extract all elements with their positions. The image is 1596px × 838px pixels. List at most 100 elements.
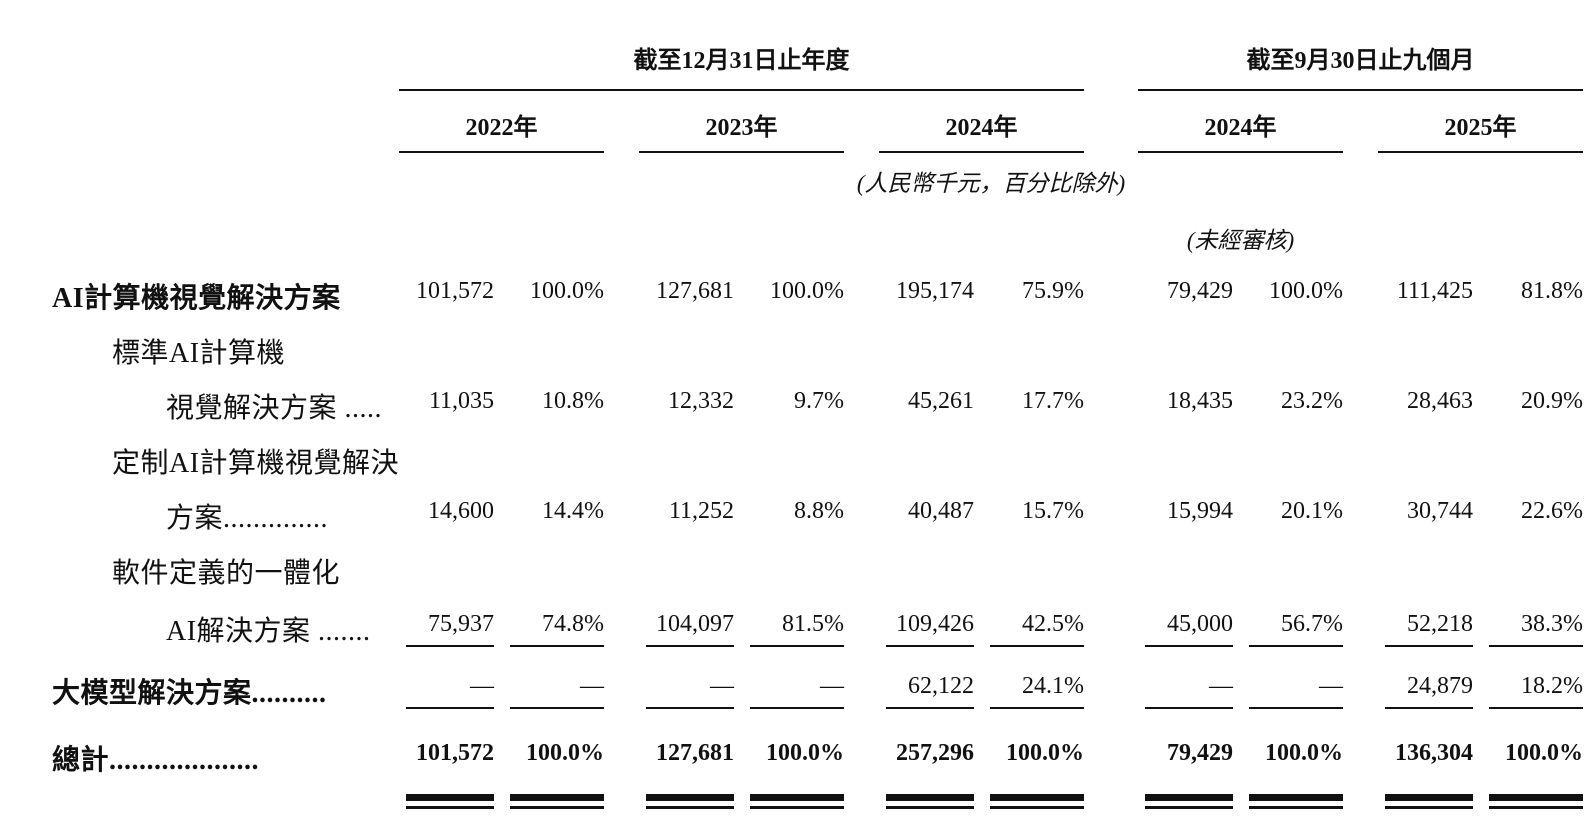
table-row-total: 總計.................... 101,572 100.0% 12… — [48, 722, 1583, 794]
year-header-2022: 2022年 — [399, 90, 605, 153]
cell-9m2024-pct: 20.1% — [1281, 497, 1344, 524]
table-row-custom-ai-cv-values: 方案.............. 14,600 14.4% 11,252 8.8… — [48, 488, 1583, 543]
cell-9m2024-pct: — — [1233, 660, 1344, 722]
table-row-standard-ai-cv-label: 標準AI計算機 — [48, 323, 1583, 378]
cell-9m2024-pct: 100.0% — [1269, 277, 1344, 304]
cell-2023-amount: — — [639, 660, 735, 722]
double-rule — [734, 794, 845, 822]
double-rule — [879, 794, 975, 822]
cell-2024-pct: 42.5% — [974, 598, 1085, 660]
cell-2022-pct: 74.8% — [494, 598, 605, 660]
cell-9m2024-amount: — — [1138, 660, 1234, 722]
total-double-rule-row — [48, 794, 1584, 822]
unit-note-row: (人民幣千元，百分比除外) — [48, 152, 1583, 208]
unaudited-note: (未經審核) — [1186, 228, 1295, 253]
cell-9m2024-pct: 23.2% — [1281, 387, 1344, 414]
cell-2023-pct: 81.5% — [734, 598, 845, 660]
cell-2024-amount: 109,426 — [879, 598, 975, 660]
cell-2024-pct: 17.7% — [1022, 387, 1085, 414]
double-rule — [1233, 794, 1344, 822]
cell-2023-pct: 9.7% — [794, 387, 845, 414]
cell-9m2025-pct: 100.0% — [1505, 740, 1584, 766]
table-row-software-defined-label: 軟件定義的一體化 — [48, 543, 1583, 598]
double-rule — [1138, 794, 1234, 822]
row-label: 大模型解決方案.......... — [52, 678, 327, 709]
cell-2022-amount: 11,035 — [428, 387, 495, 414]
cell-9m2025-amount: 111,425 — [1396, 277, 1474, 304]
cell-2024-pct: 15.7% — [1022, 497, 1085, 524]
cell-2023-amount: 11,252 — [668, 497, 735, 524]
year-header-9m-2025: 2025年 — [1378, 90, 1584, 153]
cell-2023-pct: 100.0% — [766, 740, 845, 766]
cell-2024-pct: 100.0% — [1006, 740, 1085, 766]
row-label: 總計.................... — [52, 745, 260, 776]
cell-9m2025-amount: 24,879 — [1378, 660, 1474, 722]
cell-2024-amount: 40,487 — [908, 497, 975, 524]
cell-9m2025-amount: 28,463 — [1407, 387, 1474, 414]
table-row-standard-ai-cv-values: 視覺解決方案 ..... 11,035 10.8% 12,332 9.7% 45… — [48, 378, 1583, 433]
cell-2022-amount: 101,572 — [416, 277, 495, 304]
cell-2022-amount: — — [399, 660, 495, 722]
cell-9m2024-pct: 56.7% — [1233, 598, 1344, 660]
table-row-custom-ai-cv-label: 定制AI計算機視覺解決 — [48, 433, 1583, 488]
row-label: 定制AI計算機視覺解決 — [112, 447, 400, 479]
year-header-9m-2024: 2024年 — [1138, 90, 1344, 153]
cell-2024-pct: 24.1% — [974, 660, 1085, 722]
unit-note: (人民幣千元，百分比除外) — [856, 170, 1126, 196]
label-column-spacer — [48, 0, 399, 90]
year-header-row: 2022年 2023年 2024年 2024年 2025年 — [48, 90, 1584, 153]
cell-2022-pct: — — [494, 660, 605, 722]
row-label: 標準AI計算機 — [112, 337, 286, 369]
cell-2024-amount: 45,261 — [908, 387, 975, 414]
year-header-2024: 2024年 — [879, 90, 1085, 153]
double-rule — [1473, 794, 1584, 822]
cell-9m2024-amount: 79,429 — [1167, 277, 1234, 304]
cell-2022-pct: 10.8% — [542, 387, 605, 414]
cell-2022-amount: 101,572 — [416, 740, 495, 766]
column-group-nine-months: 截至9月30日止九個月 — [1138, 0, 1584, 91]
row-label: AI計算機視覺解決方案 — [52, 282, 341, 314]
cell-2024-amount: 195,174 — [896, 277, 975, 304]
row-label: 方案.............. — [166, 502, 329, 534]
period-group-header-row: 截至12月31日止年度 截至9月30日止九個月 — [48, 0, 1584, 91]
cell-9m2025-pct: 81.8% — [1521, 277, 1584, 304]
cell-2023-amount: 12,332 — [668, 387, 735, 414]
cell-2022-amount: 14,600 — [428, 497, 495, 524]
double-rule — [399, 794, 495, 822]
year-header-2023: 2023年 — [639, 90, 845, 153]
revenue-breakdown-table: 截至12月31日止年度 截至9月30日止九個月 2022年 2023年 2024… — [48, 0, 1584, 822]
table-row-llm-solutions: 大模型解決方案.......... — — — — 62,122 24.1% —… — [48, 660, 1584, 722]
cell-2022-amount: 75,937 — [399, 598, 495, 660]
cell-2023-pct: — — [734, 660, 845, 722]
cell-2022-pct: 100.0% — [526, 740, 605, 766]
cell-2022-pct: 14.4% — [542, 497, 605, 524]
cell-2023-amount: 127,681 — [656, 277, 735, 304]
double-rule — [1378, 794, 1474, 822]
table-row-software-defined-values: AI解決方案 ....... 75,937 74.8% 104,097 81.5… — [48, 598, 1584, 660]
cell-9m2024-amount: 45,000 — [1138, 598, 1234, 660]
unaudited-note-row: (未經審核) — [48, 208, 1583, 268]
column-group-annual: 截至12月31日止年度 — [399, 0, 1085, 91]
double-rule — [494, 794, 605, 822]
double-rule — [974, 794, 1085, 822]
cell-9m2024-pct: 100.0% — [1265, 740, 1344, 766]
cell-2022-pct: 100.0% — [530, 277, 605, 304]
double-rule — [639, 794, 735, 822]
cell-2023-pct: 8.8% — [794, 497, 845, 524]
cell-9m2024-amount: 18,435 — [1167, 387, 1234, 414]
cell-9m2024-amount: 15,994 — [1167, 497, 1234, 524]
cell-9m2025-pct: 22.6% — [1521, 497, 1584, 524]
cell-2023-pct: 100.0% — [770, 277, 845, 304]
table-row-ai-cv-solutions: AI計算機視覺解決方案 101,572 100.0% 127,681 100.0… — [48, 268, 1583, 323]
cell-2023-amount: 127,681 — [656, 740, 735, 766]
cell-2024-amount: 62,122 — [879, 660, 975, 722]
cell-9m2025-amount: 136,304 — [1395, 740, 1474, 766]
cell-9m2025-amount: 30,744 — [1407, 497, 1474, 524]
cell-2024-pct: 75.9% — [1022, 277, 1085, 304]
row-label: 視覺解決方案 ..... — [166, 392, 383, 424]
cell-9m2025-pct: 20.9% — [1521, 387, 1584, 414]
cell-9m2024-amount: 79,429 — [1167, 740, 1234, 766]
cell-9m2025-pct: 38.3% — [1473, 598, 1584, 660]
cell-2024-amount: 257,296 — [896, 740, 975, 766]
row-label: 軟件定義的一體化 — [112, 557, 341, 589]
